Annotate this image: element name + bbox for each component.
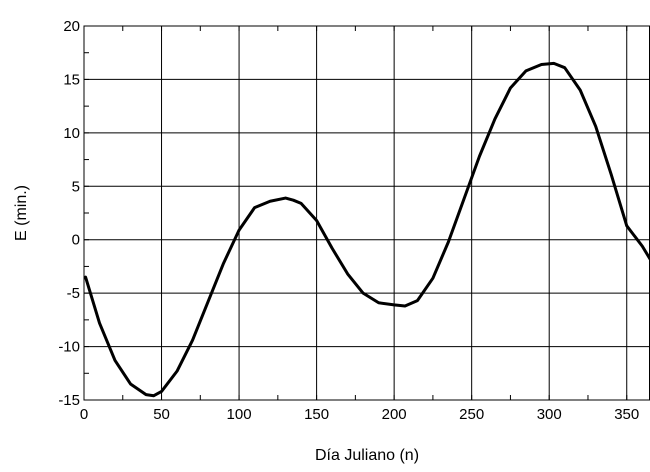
- y-axis-label: E (min.): [13, 185, 30, 241]
- x-tick-label: 100: [227, 406, 252, 423]
- x-tick-label: 150: [304, 406, 329, 423]
- y-tick-label: 10: [63, 125, 80, 142]
- x-tick-label: 200: [382, 406, 407, 423]
- y-tick-label: 0: [72, 232, 80, 249]
- y-tick-label: 15: [63, 71, 80, 88]
- series-line: [84, 61, 650, 398]
- y-tick-label: -5: [67, 285, 80, 302]
- tick-marks: [83, 25, 628, 401]
- grid-lines: [83, 25, 650, 401]
- y-tick-label: -10: [58, 339, 80, 356]
- x-tick-label: 0: [80, 406, 88, 423]
- tick-labels: 0 50 100 150 200 250 300 350 -15 -10 -5 0 5 10 15 20: [58, 18, 639, 423]
- x-tick-label: 350: [614, 406, 639, 423]
- plot-frame: [83, 25, 650, 401]
- x-tick-label: 250: [459, 406, 484, 423]
- x-tick-label: 300: [537, 406, 562, 423]
- y-tick-label: 20: [63, 18, 80, 35]
- x-axis-label: Día Juliano (n): [315, 447, 419, 464]
- x-tick-label: 50: [153, 406, 170, 423]
- y-tick-label: 5: [72, 178, 80, 195]
- y-tick-label: -15: [58, 392, 80, 409]
